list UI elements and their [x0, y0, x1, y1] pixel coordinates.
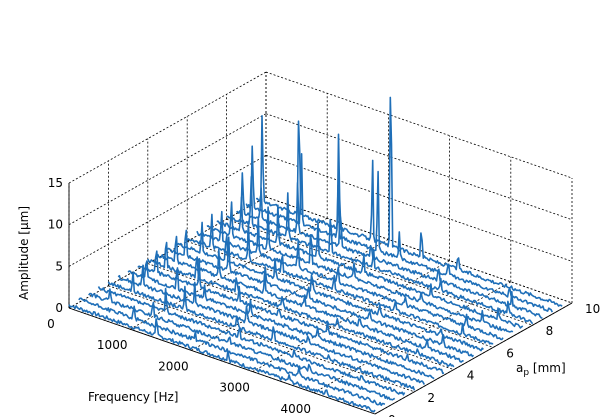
spectra: [68, 96, 563, 413]
back-wall-grid-line: [265, 113, 573, 221]
x-axis-label: Frequency [Hz]: [88, 390, 179, 404]
z-tick-label: 6: [506, 346, 514, 360]
z-axis-label-sub: p: [523, 368, 529, 378]
spectrum-series: [186, 213, 494, 345]
side-wall-grid-line: [68, 71, 267, 184]
y-tick-label: 0: [55, 301, 63, 315]
back-wall-grid-line: [265, 71, 573, 179]
side-wall-grid-line: [68, 113, 267, 226]
z-tick-label: 10: [585, 302, 600, 316]
x-tick-label: 1000: [97, 338, 128, 352]
back-wall-grid-line: [265, 154, 573, 262]
spectrum-series: [226, 176, 534, 325]
z-tick-label: 8: [546, 324, 554, 338]
z-tick-label: 4: [467, 369, 475, 383]
x-axis-line: [68, 307, 376, 415]
grid: [68, 71, 573, 415]
spectrum-series: [255, 96, 563, 307]
x-tick-label: 4000: [281, 402, 312, 416]
y-tick-label: 15: [48, 176, 63, 190]
y-tick-label: 5: [55, 259, 63, 273]
z-axis-label-main: a: [516, 361, 523, 375]
z-axis-label-unit: [mm]: [529, 361, 566, 375]
z-tick-label: 0: [388, 413, 396, 417]
spectrum-series: [137, 250, 445, 375]
side-wall-grid-line: [68, 155, 267, 267]
z-axis-label: ap [mm]: [516, 361, 566, 378]
spectrum-series: [68, 304, 376, 413]
floor-grid-line: [108, 285, 415, 393]
x-tick-label: 2000: [158, 359, 189, 373]
spectrum-series: [156, 235, 464, 363]
spectrum-series: [117, 264, 426, 385]
spectrum-series: [97, 286, 406, 396]
z-axis-line: [374, 302, 573, 415]
floor-grid-line: [130, 217, 328, 330]
tick-labels: 0510150100020003000400050000246810: [47, 176, 600, 417]
floor-grid-line: [187, 241, 494, 348]
spectrum-series: [78, 297, 386, 407]
z-tick-label: 2: [427, 391, 435, 405]
y-tick-label: 10: [48, 218, 63, 232]
spectrum-series: [107, 271, 416, 391]
x-tick-label: 0: [47, 317, 55, 331]
back-wall-grid-line: [265, 196, 573, 304]
spectrum-series: [127, 260, 435, 380]
floor-grid-line: [226, 218, 533, 326]
spectrum-series: [88, 288, 396, 401]
spectrum-series: [236, 172, 543, 319]
y-axis-label: Amplitude [µm]: [17, 206, 31, 300]
x-tick-label: 3000: [219, 381, 250, 395]
